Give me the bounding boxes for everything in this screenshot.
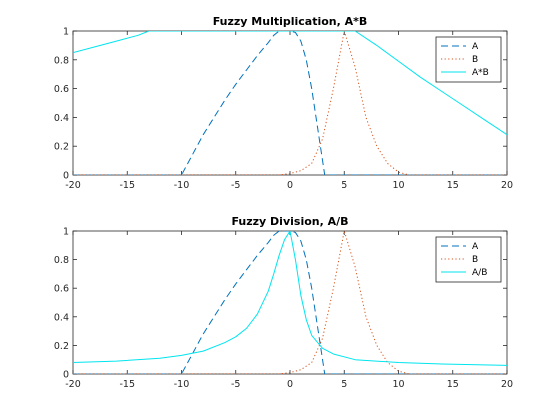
x-tick-label: 0 bbox=[287, 379, 293, 390]
y-tick-label: 0 bbox=[63, 370, 69, 381]
legend: AB A*B bbox=[435, 36, 502, 83]
y-tick-label: 0.4 bbox=[54, 113, 69, 124]
chart-1: Fuzzy Multiplication, A*B-20 -15 -10 -5 0 5 10… bbox=[54, 15, 513, 191]
x-tick-label: -15 bbox=[119, 180, 135, 191]
legend-box bbox=[435, 36, 502, 83]
x-tick-label: 15 bbox=[447, 180, 459, 191]
x-tick-label: 20 bbox=[501, 180, 513, 191]
x-tick-label: -15 bbox=[119, 379, 135, 390]
legend-entry-label: A/B bbox=[472, 268, 487, 278]
chart-title: Fuzzy Multiplication, A*B bbox=[213, 15, 368, 28]
series-line-b bbox=[73, 231, 507, 374]
series-line-a bbox=[73, 231, 507, 374]
y-tick-label: 0.6 bbox=[54, 284, 69, 295]
x-tick-label: 20 bbox=[501, 379, 513, 390]
chart-2: Fuzzy Division, A/B -20 -15 -10 -5 0 5 10 15 20 0 0… bbox=[54, 215, 513, 390]
x-tick-label: 10 bbox=[392, 180, 404, 191]
series-line-a bbox=[73, 31, 507, 175]
x-tick-label: -10 bbox=[174, 180, 190, 191]
x-tick-label: -20 bbox=[65, 180, 81, 191]
x-tick-label: 15 bbox=[447, 379, 459, 390]
x-tick-label: -10 bbox=[174, 379, 190, 390]
x-tick-label: 10 bbox=[392, 379, 404, 390]
legend-box bbox=[435, 236, 502, 283]
y-tick-label: 0.4 bbox=[54, 312, 69, 323]
y-tick-label: 0 bbox=[63, 171, 69, 182]
x-tick-label: 0 bbox=[287, 180, 293, 191]
legend-entry-label: B bbox=[472, 255, 478, 265]
legend: AB A/B bbox=[435, 236, 502, 283]
series-line-a-b bbox=[73, 231, 507, 366]
y-tick-label: 0.2 bbox=[54, 341, 69, 352]
legend-entry-label: A*B bbox=[472, 68, 489, 78]
legend-entry-label: A bbox=[472, 242, 479, 252]
series-line-a-b bbox=[73, 31, 507, 136]
y-tick-label: 0.8 bbox=[54, 55, 69, 66]
y-tick-label: 1 bbox=[63, 27, 69, 38]
y-tick-label: 0.6 bbox=[54, 84, 69, 95]
x-tick-label: -20 bbox=[65, 379, 81, 390]
x-tick-label: -5 bbox=[231, 379, 240, 390]
legend-entry-label: B bbox=[472, 55, 478, 65]
y-tick-label: 0.8 bbox=[54, 255, 69, 266]
x-tick-label: 5 bbox=[341, 180, 347, 191]
legend-entry-label: A bbox=[472, 42, 479, 52]
y-tick-label: 0.2 bbox=[54, 142, 69, 153]
chart-title: Fuzzy Division, A/B bbox=[231, 215, 348, 228]
x-tick-label: -5 bbox=[231, 180, 240, 191]
y-tick-label: 1 bbox=[63, 227, 69, 238]
x-tick-label: 5 bbox=[341, 379, 347, 390]
